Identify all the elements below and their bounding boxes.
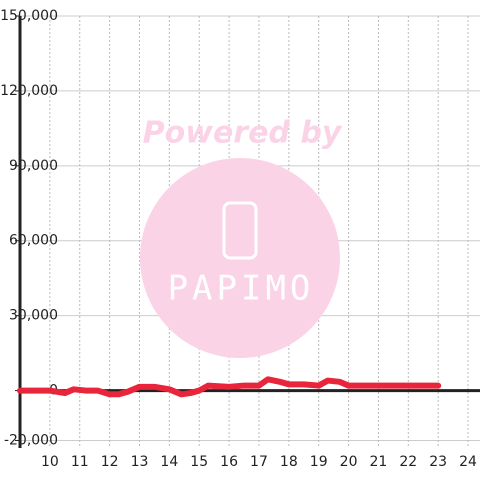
x-tick-label: 13	[131, 454, 149, 470]
y-tick-label: 120,000	[0, 83, 58, 99]
x-tick-label: 19	[310, 454, 328, 470]
x-tick-label: 17	[250, 454, 268, 470]
watermark-logo: PAPIMO	[168, 269, 315, 309]
line-series	[17, 376, 442, 398]
x-tick-label: 21	[370, 454, 388, 470]
x-tick-label: 23	[429, 454, 447, 470]
watermark-icon	[222, 201, 258, 260]
x-tick-label: 14	[160, 454, 178, 470]
y-tick-label: 60,000	[9, 233, 58, 249]
x-tick-label: 15	[190, 454, 208, 470]
x-tick-label: 12	[101, 454, 119, 470]
x-tick-label: 10	[41, 454, 59, 470]
watermark-text: Powered by	[143, 116, 343, 151]
x-tick-label: 18	[280, 454, 298, 470]
x-tick-label: 20	[340, 454, 358, 470]
y-tick-label: 30,000	[9, 308, 58, 324]
y-tick-label: 150,000	[0, 8, 58, 24]
x-tick-label: 11	[71, 454, 89, 470]
x-tick-label: 22	[399, 454, 417, 470]
y-tick-label: -20,000	[4, 433, 58, 449]
x-tick-label: 16	[220, 454, 238, 470]
y-tick-label: 90,000	[9, 158, 58, 174]
x-tick-label: 24	[459, 454, 477, 470]
